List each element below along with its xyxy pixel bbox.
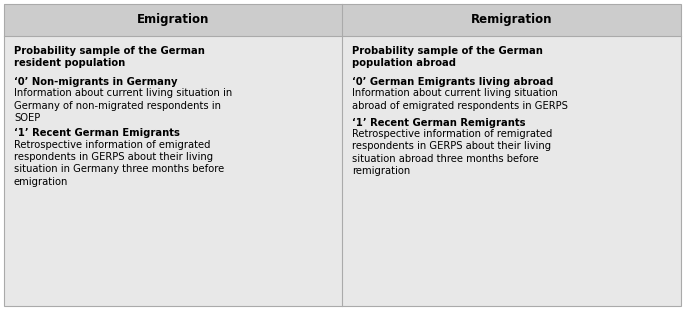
Text: ‘0’ Non-migrants in Germany: ‘0’ Non-migrants in Germany [14,77,177,87]
Text: Retrospective information of remigrated
respondents in GERPS about their living
: Retrospective information of remigrated … [352,129,552,176]
Text: Remigration: Remigration [471,14,552,26]
Text: Probability sample of the German
population abroad: Probability sample of the German populat… [352,46,543,69]
Text: Retrospective information of emigrated
respondents in GERPS about their living
s: Retrospective information of emigrated r… [14,140,224,187]
Bar [4,4,342,36]
Text: ‘1’ Recent German Remigrants: ‘1’ Recent German Remigrants [352,117,525,127]
Text: Emigration: Emigration [137,14,209,26]
Text: ‘0’ German Emigrants living abroad: ‘0’ German Emigrants living abroad [352,77,553,87]
Text: Probability sample of the German
resident population: Probability sample of the German residen… [14,46,205,69]
Text: Information about current living situation in
Germany of non-migrated respondent: Information about current living situati… [14,88,232,123]
Text: ‘1’ Recent German Emigrants: ‘1’ Recent German Emigrants [14,128,180,138]
Text: Information about current living situation
abroad of emigrated respondents in GE: Information about current living situati… [352,88,568,111]
Bar [342,4,681,36]
